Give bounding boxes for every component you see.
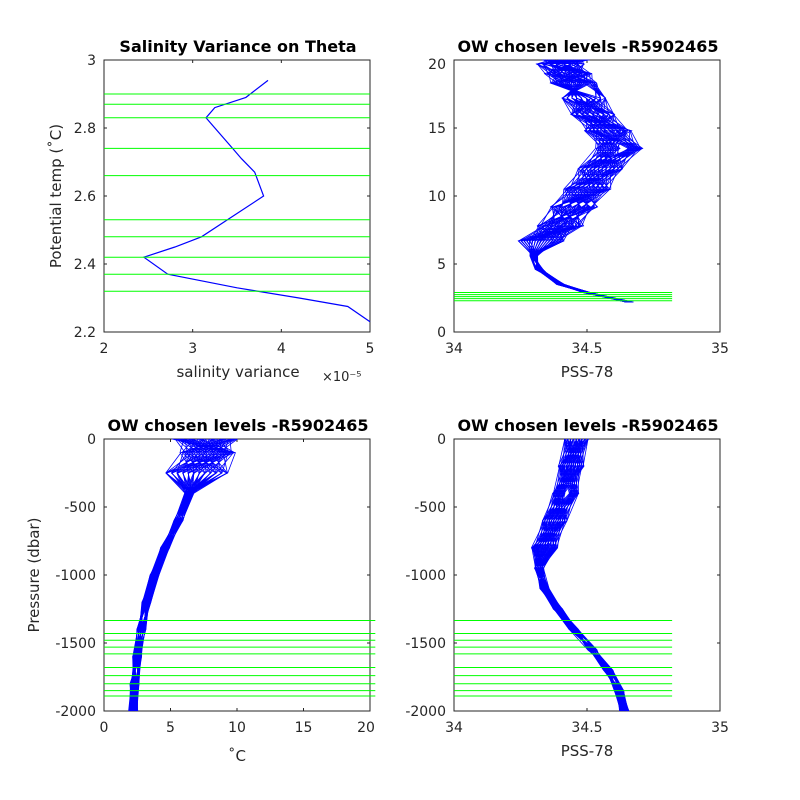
y-tick-label: 10 [428, 189, 446, 205]
y-tick-label: 2.6 [74, 189, 96, 205]
plot-frame [103, 438, 371, 712]
x-tick-label: 10 [228, 720, 246, 736]
series-line [533, 59, 632, 303]
chart-title: Salinity Variance on Theta [119, 37, 356, 56]
panel-salinity-variance: Salinity Variance on Theta 2.2 2.4 2.6 2… [47, 37, 374, 385]
x-tick-label: 34 [445, 720, 463, 736]
series-line [132, 438, 228, 712]
series-line [131, 438, 236, 712]
series-line [128, 438, 232, 712]
y-tick-label: -1500 [55, 636, 96, 652]
series-line [528, 59, 634, 303]
plot-marks [453, 438, 721, 712]
x-tick-label: 5 [366, 341, 375, 357]
plot-marks [103, 59, 371, 333]
plot-marks [103, 438, 376, 712]
chart-title: OW chosen levels -R5902465 [457, 37, 718, 56]
x-tick-label: 20 [357, 720, 375, 736]
y-tick-label: -2000 [405, 704, 446, 720]
y-tick-label: 20 [428, 57, 446, 73]
chart-title: OW chosen levels -R5902465 [457, 416, 718, 435]
x-tick-label: 5 [166, 720, 175, 736]
series-line [136, 438, 232, 712]
panel-pressure-temperature: OW chosen levels -R5902465 -2000 -1500 -… [25, 416, 376, 765]
x-tick-label: 34 [445, 341, 463, 357]
y-tick-label: -1500 [405, 636, 446, 652]
plot-marks [453, 59, 721, 333]
x-tick-label: 0 [100, 720, 109, 736]
x-axis-label: PSS-78 [561, 363, 614, 381]
y-tick-label: 2.4 [74, 257, 96, 273]
series-line [532, 59, 628, 303]
chart-title: OW chosen levels -R5902465 [107, 416, 368, 435]
y-tick-label: 2.2 [74, 325, 96, 341]
y-tick-label: -500 [64, 500, 96, 516]
y-tick-label: -1000 [55, 568, 96, 584]
panel-theta-salinity: OW chosen levels -R5902465 0 5 10 15 20 … [428, 37, 729, 381]
x-tick-label: 34.5 [571, 720, 602, 736]
y-tick-label: 15 [428, 121, 446, 137]
x-tick-label: 34.5 [571, 341, 602, 357]
x-tick-label: 35 [711, 341, 729, 357]
y-tick-label: 0 [87, 432, 96, 448]
y-axis-label: Potential temp (˚C) [47, 124, 65, 268]
y-tick-label: 0 [437, 432, 446, 448]
x-tick-label: 3 [188, 341, 197, 357]
y-tick-label: 5 [437, 257, 446, 273]
series-line [537, 438, 627, 712]
series-line [129, 438, 236, 712]
x-tick-label: 2 [100, 341, 109, 357]
y-tick-label: 2.8 [74, 121, 96, 137]
y-tick-label: 3 [87, 53, 96, 69]
x-tick-label: 4 [277, 341, 286, 357]
y-tick-label: -1000 [405, 568, 446, 584]
plot-frame [103, 59, 371, 333]
x-exponent-label: ×10⁻⁵ [322, 370, 362, 385]
series-line [133, 438, 235, 712]
y-tick-label: -2000 [55, 704, 96, 720]
panel-pressure-salinity: OW chosen levels -R5902465 -2000 -1500 -… [405, 416, 729, 760]
y-tick-label: -500 [414, 500, 446, 516]
series-line [133, 438, 234, 712]
x-tick-label: 35 [711, 720, 729, 736]
y-tick-label: 0 [437, 325, 446, 341]
y-axis-label: Pressure (dbar) [25, 518, 43, 633]
plot-frame [453, 438, 721, 712]
x-tick-label: 15 [295, 720, 313, 736]
x-axis-label: ˚C [228, 747, 246, 765]
x-axis-label: PSS-78 [561, 742, 614, 760]
x-axis-label: salinity variance [176, 363, 299, 381]
